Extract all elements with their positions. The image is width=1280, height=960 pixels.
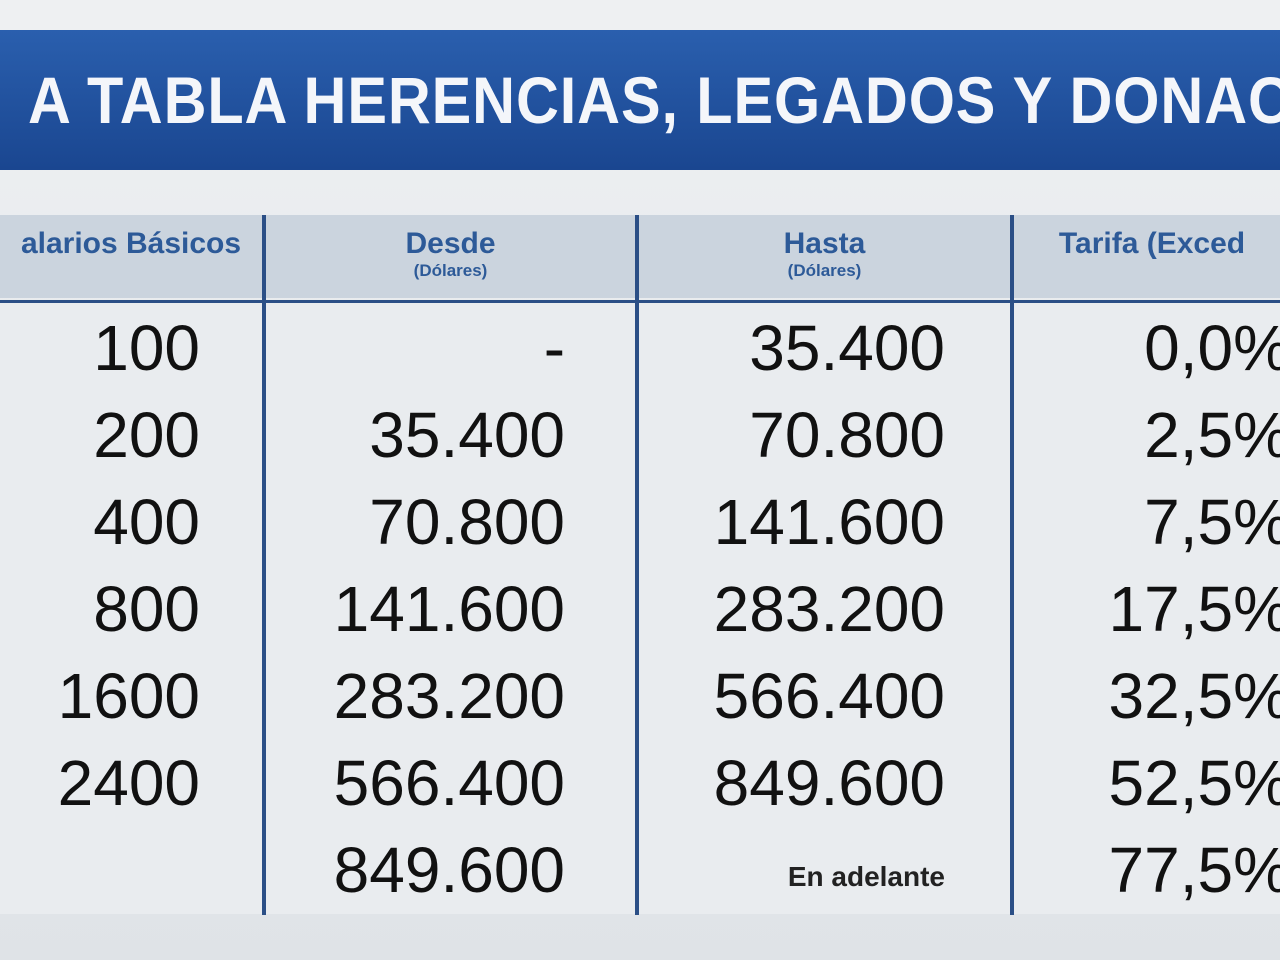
empty-cell [0,827,262,914]
cell: 35.400 [639,305,1010,392]
cell: 141.600 [266,566,635,653]
column-header: Tarifa (Exced [1014,215,1280,298]
column-divider [262,215,266,915]
cell: 100 [0,305,262,392]
title-bar [0,30,1280,170]
cell: 283.200 [639,566,1010,653]
cell: 17,5% [1014,566,1280,653]
cell: - [266,305,635,392]
cell: 70.800 [266,479,635,566]
cell: 0,0% [1014,305,1280,392]
title: A TABLA HERENCIAS, LEGADOS Y DONACIONES [28,63,1280,137]
column-header: Desde (Dólares) [266,215,635,298]
cell: 800 [0,566,262,653]
header-label: Tarifa (Exced [1058,227,1246,260]
cell: 52,5% [1014,740,1280,827]
cell: 77,5% [1014,827,1280,914]
header-sub: (Dólares) [413,261,488,280]
header-label: Hasta [783,227,866,260]
cell: 32,5% [1014,653,1280,740]
cell: 566.400 [266,740,635,827]
header-sub: (Dólares) [787,261,862,280]
cell: 35.400 [266,392,635,479]
cell: 1600 [0,653,262,740]
cell: 200 [0,392,262,479]
column-header: alarios Básicos [0,215,262,298]
cell: 283.200 [266,653,635,740]
cell: 566.400 [639,653,1010,740]
header-divider [0,300,1280,303]
cell: 7,5% [1014,479,1280,566]
cell: 400 [0,479,262,566]
header-label: Desde [405,227,496,260]
cell: 849.600 [266,827,635,914]
cell: 2,5% [1014,392,1280,479]
header-label: alarios Básicos [20,227,242,260]
cell: 2400 [0,740,262,827]
cell: 70.800 [639,392,1010,479]
column-header: Hasta (Dólares) [639,215,1010,298]
column-divider [1010,215,1014,915]
cell: 141.600 [639,479,1010,566]
cell: 849.600 [639,740,1010,827]
cell: En adelante [639,827,1010,914]
column-divider [635,215,639,915]
